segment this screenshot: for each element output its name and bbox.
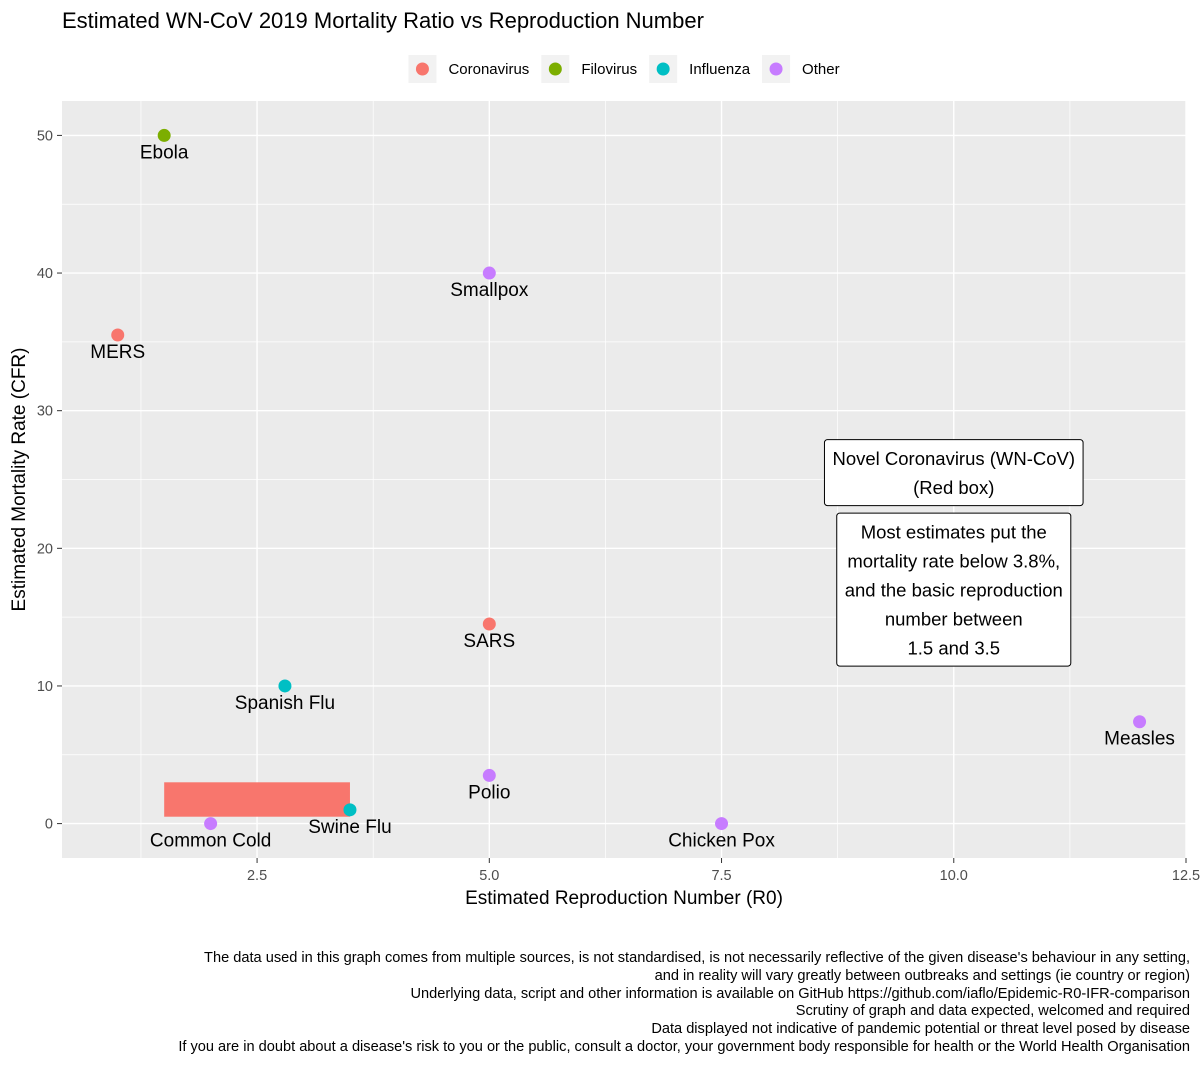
- point-mers: [111, 328, 125, 342]
- point-ebola: [157, 128, 171, 142]
- x-tick-label: 7.5: [711, 868, 731, 884]
- y-tick-label: 30: [37, 404, 53, 420]
- annotation-line: number between: [885, 608, 1023, 629]
- point-label: Ebola: [140, 142, 189, 163]
- footnote-line: Underlying data, script and other inform…: [410, 985, 1190, 1002]
- footnote: The data used in this graph comes from m…: [10, 950, 1190, 1057]
- highlight-layer: [164, 782, 350, 817]
- legend-label: Other: [802, 61, 840, 78]
- point-labels-layer: Ebola Smallpox MERS SARS Spanish Flu Measles P…: [90, 142, 1175, 851]
- y-tick-label: 20: [37, 541, 53, 557]
- y-tick-label: 40: [37, 266, 53, 282]
- annotation-frame: [823, 439, 1084, 507]
- annotation-box: Most estimates put the mortality rate bel…: [836, 512, 1072, 667]
- point-sars: [482, 617, 496, 631]
- annotation-line: Novel Coronavirus (WN-CoV): [832, 448, 1075, 469]
- point-spanish-flu: [278, 679, 292, 693]
- legend-marker: [548, 62, 562, 76]
- legend-item-influenza: Influenza: [649, 55, 751, 83]
- y-axis-label: Estimated Mortality Rate (CFR): [9, 348, 30, 612]
- x-axis: 2.5 5.0 7.5 10.0 12.5: [247, 858, 1200, 884]
- point-label: Swine Flu: [308, 817, 391, 838]
- grid-major: [62, 101, 1187, 858]
- annotation-line: (Red box): [913, 477, 994, 498]
- point-label: Chicken Pox: [668, 831, 775, 852]
- legend-item-filovirus: Filovirus: [541, 55, 637, 83]
- annotation-box: Novel Coronavirus (WN-CoV) (Red box): [823, 439, 1084, 507]
- point-label: Common Cold: [150, 831, 271, 852]
- legend-marker: [656, 62, 670, 76]
- legend-label: Filovirus: [581, 61, 637, 78]
- point-label: Polio: [468, 782, 510, 803]
- legend-marker: [415, 62, 429, 76]
- footnote-line: Scrutiny of graph and data expected, wel…: [795, 1003, 1190, 1020]
- x-tick-label: 2.5: [247, 868, 267, 884]
- highlight-box: [164, 782, 350, 817]
- legend-label: Coronavirus: [448, 61, 529, 78]
- footnote-line: and in reality will vary greatly between…: [654, 967, 1190, 984]
- y-tick-label: 0: [45, 817, 53, 833]
- point-smallpox: [482, 266, 496, 280]
- legend-item-other: Other: [762, 55, 840, 83]
- legend-label: Influenza: [689, 61, 751, 78]
- point-polio: [482, 768, 496, 782]
- point-swine-flu: [343, 803, 357, 817]
- points-layer: [111, 128, 1147, 831]
- footnote-line: The data used in this graph comes from m…: [204, 950, 1190, 966]
- x-axis-label: Estimated Reproduction Number (R0): [465, 888, 783, 909]
- point-label: Spanish Flu: [235, 693, 335, 714]
- legend-marker: [769, 62, 783, 76]
- x-tick-label: 12.5: [1172, 868, 1200, 884]
- x-tick-label: 10.0: [940, 868, 968, 884]
- legend-item-coronavirus: Coronavirus: [408, 55, 529, 83]
- y-axis: 0 10 20 30 40 50: [37, 128, 62, 833]
- chart-title: Estimated WN-CoV 2019 Mortality Ratio vs…: [62, 8, 704, 33]
- y-tick-label: 10: [37, 679, 53, 695]
- annotation-line: and the basic reproduction: [845, 579, 1063, 600]
- annotation-line: 1.5 and 3.5: [907, 637, 1000, 658]
- point-label: Smallpox: [450, 280, 529, 301]
- annotation-line: Most estimates put the: [861, 521, 1047, 542]
- y-tick-label: 50: [37, 128, 53, 144]
- footnote-line: If you are in doubt about a disease's ri…: [178, 1038, 1190, 1055]
- annotation-frame: [836, 512, 1072, 667]
- point-measles: [1133, 715, 1147, 729]
- point-label: Measles: [1104, 729, 1175, 750]
- legend: Coronavirus Filovirus Influenza Other: [408, 55, 840, 83]
- point-label: MERS: [90, 342, 145, 363]
- chart: Estimated WN-CoV 2019 Mortality Ratio vs…: [9, 8, 1200, 909]
- annotation-line: mortality rate below 3.8%,: [847, 550, 1060, 571]
- x-tick-label: 5.0: [479, 868, 499, 884]
- point-label: SARS: [463, 631, 515, 652]
- annotations-layer: Novel Coronavirus (WN-CoV) (Red box) Most …: [823, 439, 1084, 667]
- footnote-line: Data displayed not indicative of pandemi…: [651, 1021, 1190, 1038]
- point-common-cold: [204, 817, 218, 831]
- point-chicken-pox: [715, 817, 729, 831]
